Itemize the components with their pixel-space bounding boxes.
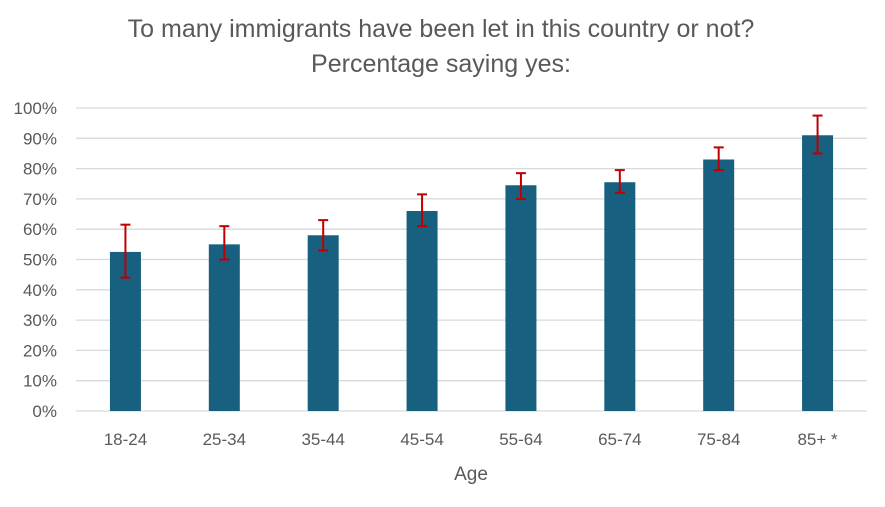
error-bar bbox=[614, 169, 625, 194]
bar bbox=[208, 244, 240, 411]
error-bar bbox=[120, 223, 131, 279]
bar bbox=[802, 135, 834, 411]
bar bbox=[604, 182, 636, 411]
y-tick-label: 80% bbox=[23, 160, 57, 179]
x-tick-label: 35-44 bbox=[301, 430, 344, 449]
x-axis-label: Age bbox=[454, 464, 488, 485]
x-tick-label: 18-24 bbox=[104, 430, 147, 449]
bar bbox=[703, 159, 735, 411]
x-axis-ticks: 18-24 25-34 35-44 45-54 55-64 65-74 75-84 85+ * bbox=[104, 430, 838, 449]
error-bar bbox=[219, 225, 230, 261]
error-bar bbox=[318, 219, 329, 252]
x-tick-label: 75-84 bbox=[697, 430, 740, 449]
y-axis-ticks: 0% 10% 20% 30% 40% 50% 60% 70% 80% 90% 100% bbox=[14, 99, 57, 421]
error-bar bbox=[812, 114, 823, 155]
gridlines bbox=[76, 107, 867, 412]
x-tick-label: 65-74 bbox=[598, 430, 641, 449]
y-tick-label: 60% bbox=[23, 220, 57, 239]
y-tick-label: 20% bbox=[23, 341, 57, 360]
bar bbox=[505, 185, 537, 411]
chart-title-line-2: Percentage saying yes: bbox=[311, 50, 571, 78]
y-tick-label: 30% bbox=[23, 311, 57, 330]
y-tick-label: 100% bbox=[14, 99, 57, 118]
error-bar bbox=[713, 146, 724, 172]
error-bar bbox=[417, 193, 428, 228]
x-tick-label: 85+ * bbox=[797, 430, 838, 449]
y-tick-label: 90% bbox=[23, 129, 57, 148]
chart-title-line-1: To many immigrants have been let in this… bbox=[128, 15, 755, 43]
bars bbox=[109, 135, 834, 411]
x-tick-label: 45-54 bbox=[400, 430, 443, 449]
bar bbox=[406, 211, 438, 411]
bar bbox=[307, 235, 339, 411]
y-tick-label: 50% bbox=[23, 251, 57, 270]
x-tick-label: 25-34 bbox=[203, 430, 246, 449]
error-bar bbox=[515, 172, 526, 200]
y-tick-label: 10% bbox=[23, 372, 57, 391]
y-tick-label: 70% bbox=[23, 190, 57, 209]
error-bars bbox=[120, 114, 823, 279]
x-tick-label: 55-64 bbox=[499, 430, 542, 449]
y-tick-label: 40% bbox=[23, 281, 57, 300]
y-tick-label: 0% bbox=[32, 402, 57, 421]
